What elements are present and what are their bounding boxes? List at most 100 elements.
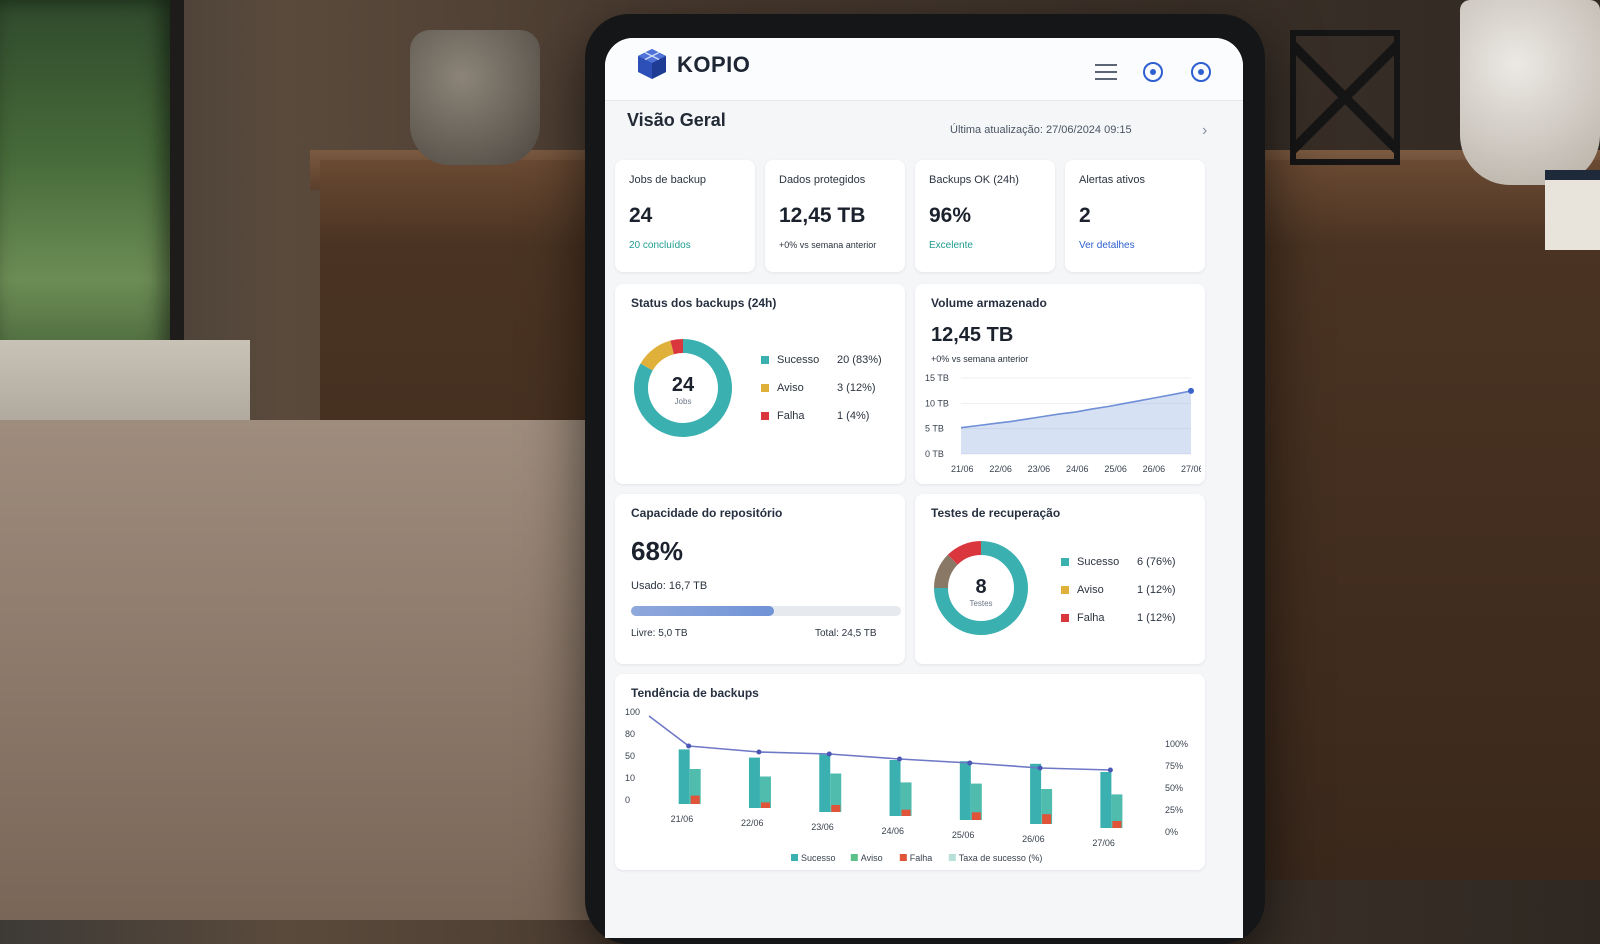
bar-aviso-22-06 [759, 776, 771, 808]
bar-falha-23-06 [831, 805, 841, 812]
y2-tick-label: 0% [1165, 827, 1178, 837]
y2-tick-label: 75% [1165, 761, 1183, 771]
x-tick-label: 22/06 [989, 464, 1012, 474]
legend-warning-value: 1 (12%) [1137, 584, 1176, 596]
x-tick-label: 21/06 [951, 464, 974, 474]
capacity-percent: 68% [631, 536, 684, 566]
y-tick-label: 15 TB [925, 373, 949, 383]
legend-warning: Aviso [761, 382, 804, 394]
bar-falha-25-06 [971, 812, 981, 820]
bar-aviso-24-06 [900, 782, 912, 816]
y-tick-label: 0 [625, 795, 630, 805]
settings-icon[interactable] [1191, 62, 1211, 82]
donut-total-label: Jobs [674, 397, 692, 406]
section-title: Status dos backups (24h) [631, 296, 777, 310]
view-details-link[interactable]: Ver detalhes [1079, 240, 1135, 251]
kpi-card-data[interactable]: Dados protegidos 12,45 TB +0% vs semana … [765, 160, 905, 272]
success-rate-point [826, 751, 832, 757]
legend-success-value: 20 (83%) [837, 354, 882, 366]
kpi-label: Dados protegidos [779, 174, 866, 186]
legend-failure-value: 1 (4%) [837, 410, 870, 422]
kpi-value: 2 [1079, 204, 1091, 227]
legend-success: Sucesso [761, 354, 819, 366]
capacity-total: Total: 24,5 TB [815, 628, 877, 639]
bar-sucesso-26-06 [1030, 763, 1042, 824]
legend-label: Aviso [861, 853, 883, 863]
kpi-sub: 20 concluídos [629, 240, 691, 251]
donut-total: 24 [671, 374, 695, 396]
x-tick-label: 27/06 [1092, 838, 1115, 848]
volume-area-chart: 15 TB 10 TB 5 TB 0 TB 21/06 22/06 23/06 24/06 25… [925, 373, 1201, 474]
capacity-card: Capacidade do repositório 68% Usado: 16,… [615, 494, 905, 664]
kpi-sub: Excelente [929, 240, 973, 251]
book-stack [1545, 170, 1600, 250]
legend-swatch [948, 854, 956, 861]
bar-sucesso-25-06 [959, 761, 971, 820]
dashboard-screen: KOPIO Visão Geral Última atualização: 27… [605, 38, 1243, 938]
bar-sucesso-22-06 [748, 757, 760, 808]
section-title: Testes de recuperação [931, 506, 1061, 520]
notifications-icon[interactable] [1143, 62, 1163, 82]
legend-warning: Aviso [1061, 584, 1104, 596]
recovery-tests-card: Testes de recuperação 8 Testes Sucesso 6… [915, 494, 1205, 664]
wall [0, 420, 640, 920]
success-rate-point [686, 743, 692, 749]
donut-slice-aviso [640, 340, 675, 371]
bar-aviso-21-06 [689, 769, 701, 804]
x-tick-label: 25/06 [1104, 464, 1127, 474]
x-tick-label: 24/06 [882, 826, 905, 836]
success-rate-point [756, 749, 762, 755]
donut-total: 8 [975, 576, 987, 598]
x-tick-label: 25/06 [952, 830, 975, 840]
legend-swatch [850, 854, 858, 861]
backup-status-donut [634, 339, 732, 437]
x-tick-label: 24/06 [1066, 464, 1089, 474]
donut-slice-sucesso [934, 541, 1028, 635]
y2-tick-label: 25% [1165, 805, 1183, 815]
cube-logo-icon [638, 49, 666, 79]
capacity-progress-fill [631, 606, 775, 616]
section-title: Capacidade do repositório [631, 506, 783, 520]
capacity-progress-bar [631, 606, 901, 616]
plant-pot-right [1460, 0, 1600, 185]
bar-falha-27-06 [1112, 821, 1122, 828]
donut-total-label: Testes [969, 599, 993, 608]
kpi-card-alerts[interactable]: Alertas ativos 2 Ver detalhes [1065, 160, 1205, 272]
x-tick-label: 22/06 [741, 818, 764, 828]
legend-warning-value: 3 (12%) [837, 382, 876, 394]
page-title: Visão Geral [627, 110, 726, 130]
backup-trend-card: Tendência de backups 100 80 50 10 0 100% 75% 50… [615, 674, 1205, 870]
decor-lantern [1290, 30, 1400, 165]
recovery-tests-donut [934, 541, 1028, 635]
donut-slice-aviso [934, 554, 958, 589]
kpi-card-backups-ok[interactable]: Backups OK (24h) 96% Excelente [915, 160, 1055, 272]
chevron-right-icon[interactable]: › [1202, 122, 1208, 139]
kpi-label: Jobs de backup [629, 174, 707, 186]
kpi-label: Alertas ativos [1079, 174, 1146, 186]
success-rate-point [897, 756, 903, 762]
bar-falha-21-06 [690, 795, 700, 804]
y-tick-label: 80 [625, 729, 635, 739]
x-tick-label: 21/06 [671, 814, 694, 824]
y2-tick-label: 50% [1165, 783, 1183, 793]
volume-card: Volume armazenado 12,45 TB +0% vs semana… [915, 284, 1205, 484]
success-rate-line [648, 715, 1111, 771]
legend-swatch [791, 854, 798, 861]
legend-failure: Falha [1061, 612, 1105, 624]
bar-sucesso-27-06 [1100, 772, 1112, 828]
donut-slice-sucesso [634, 339, 732, 437]
kpi-card-jobs[interactable]: Jobs de backup 24 20 concluídos [615, 160, 755, 272]
legend-label: Falha [910, 853, 933, 863]
capacity-used: Usado: 16,7 TB [631, 580, 708, 592]
kpi-sub: +0% vs semana anterior [779, 240, 877, 250]
volume-sub: +0% vs semana anterior [931, 354, 1029, 364]
legend-label: Sucesso [801, 853, 836, 863]
success-rate-point [1037, 765, 1043, 771]
hamburger-menu-icon[interactable] [1095, 64, 1117, 80]
kpi-value: 12,45 TB [779, 204, 866, 227]
backup-status-card: Status dos backups (24h) 24 Jobs Sucesso… [615, 284, 905, 484]
donut-slice-falha [670, 339, 684, 355]
legend-label: Taxa de sucesso (%) [959, 853, 1043, 863]
y-tick-label: 50 [625, 751, 635, 761]
